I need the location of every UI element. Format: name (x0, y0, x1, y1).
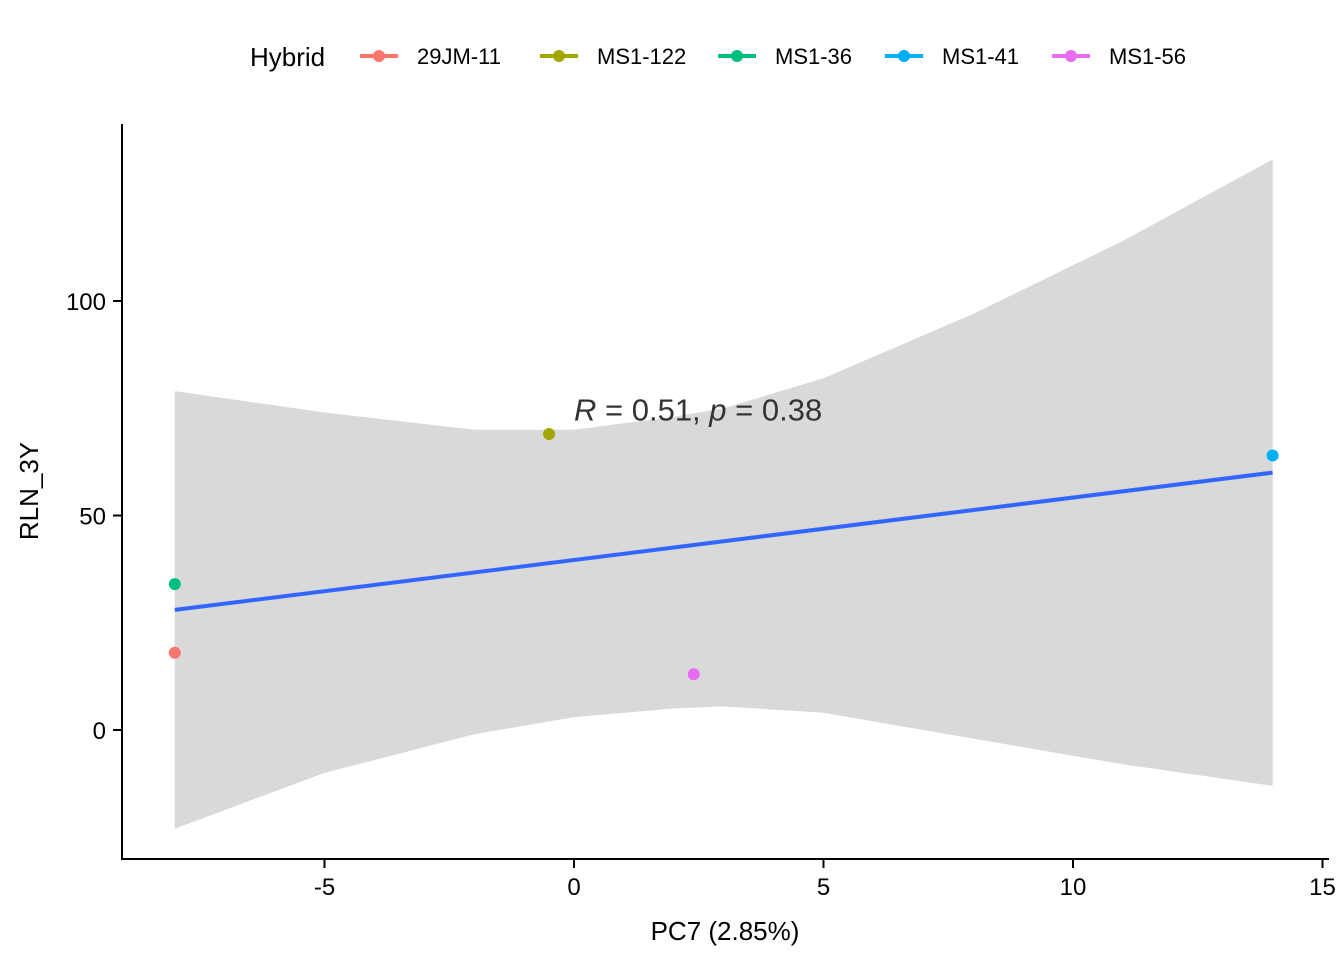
axes: -5 0 5 10 15 0 50 100 PC7 (2.85%) RLN_3Y (14, 124, 1336, 946)
legend-item-ms1-56: MS1-56 (1052, 44, 1186, 69)
data-point-ms1-56 (687, 668, 700, 681)
y-axis-title: RLN_3Y (14, 442, 44, 540)
data-point-ms1-36 (168, 578, 181, 591)
x-tick-label: -5 (314, 874, 335, 901)
p-value: = 0.38 (727, 392, 823, 427)
legend-title: Hybrid (250, 42, 325, 72)
legend-label: MS1-36 (775, 44, 852, 69)
r-symbol: R (574, 392, 596, 427)
legend-item-ms1-122: MS1-122 (540, 44, 686, 69)
regression-line (174, 470, 1273, 612)
legend-label: MS1-122 (597, 44, 686, 69)
plot-area: R = 0.51, p = 0.38 (168, 159, 1279, 829)
x-tick-label: 0 (567, 874, 580, 901)
legend-label: 29JM-11 (417, 44, 501, 69)
legend-key-point (898, 50, 910, 62)
data-point-29jm-11 (168, 646, 181, 659)
legend-key-point (1065, 50, 1077, 62)
x-tick-label: 10 (1060, 874, 1087, 901)
data-point-ms1-41 (1266, 449, 1279, 462)
legend-item-29jm-11: 29JM-11 (360, 44, 501, 69)
x-axis-title: PC7 (2.85%) (651, 916, 800, 946)
legend-key-point (731, 50, 743, 62)
p-symbol: p (708, 392, 726, 427)
legend-key-point (373, 50, 385, 62)
legend-label: MS1-41 (942, 44, 1019, 69)
r-value: = 0.51, (596, 392, 709, 427)
legend-key-point (553, 50, 565, 62)
y-tick-label: 100 (66, 289, 106, 316)
x-tick-label: 5 (817, 874, 830, 901)
x-tick-label: 15 (1309, 874, 1336, 901)
y-tick-label: 50 (79, 504, 106, 531)
legend-item-ms1-41: MS1-41 (885, 44, 1019, 69)
correlation-annotation: R = 0.51, p = 0.38 (574, 392, 822, 427)
legend-label: MS1-56 (1109, 44, 1186, 69)
data-point-ms1-122 (543, 427, 556, 440)
confidence-band (174, 159, 1273, 829)
legend: Hybrid 29JM-11 MS1-122 MS1-36 MS1-41 MS1-56 (250, 42, 1186, 72)
legend-item-ms1-36: MS1-36 (718, 44, 852, 69)
y-tick-label: 0 (93, 718, 106, 745)
